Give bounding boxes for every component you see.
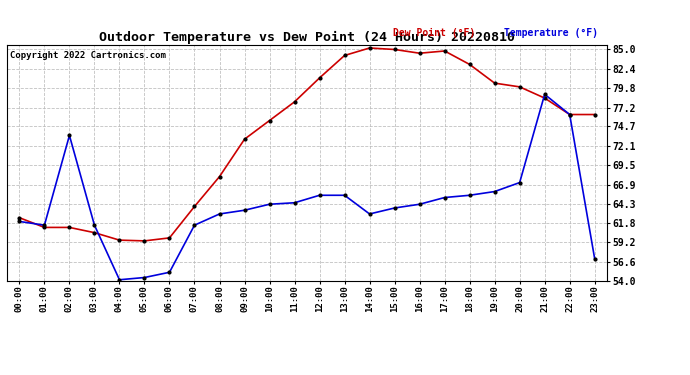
Text: Temperature (°F): Temperature (°F) (504, 28, 598, 38)
Text: Copyright 2022 Cartronics.com: Copyright 2022 Cartronics.com (10, 51, 166, 60)
Title: Outdoor Temperature vs Dew Point (24 Hours) 20220810: Outdoor Temperature vs Dew Point (24 Hou… (99, 31, 515, 44)
Text: Dew Point (°F): Dew Point (°F) (393, 28, 475, 38)
